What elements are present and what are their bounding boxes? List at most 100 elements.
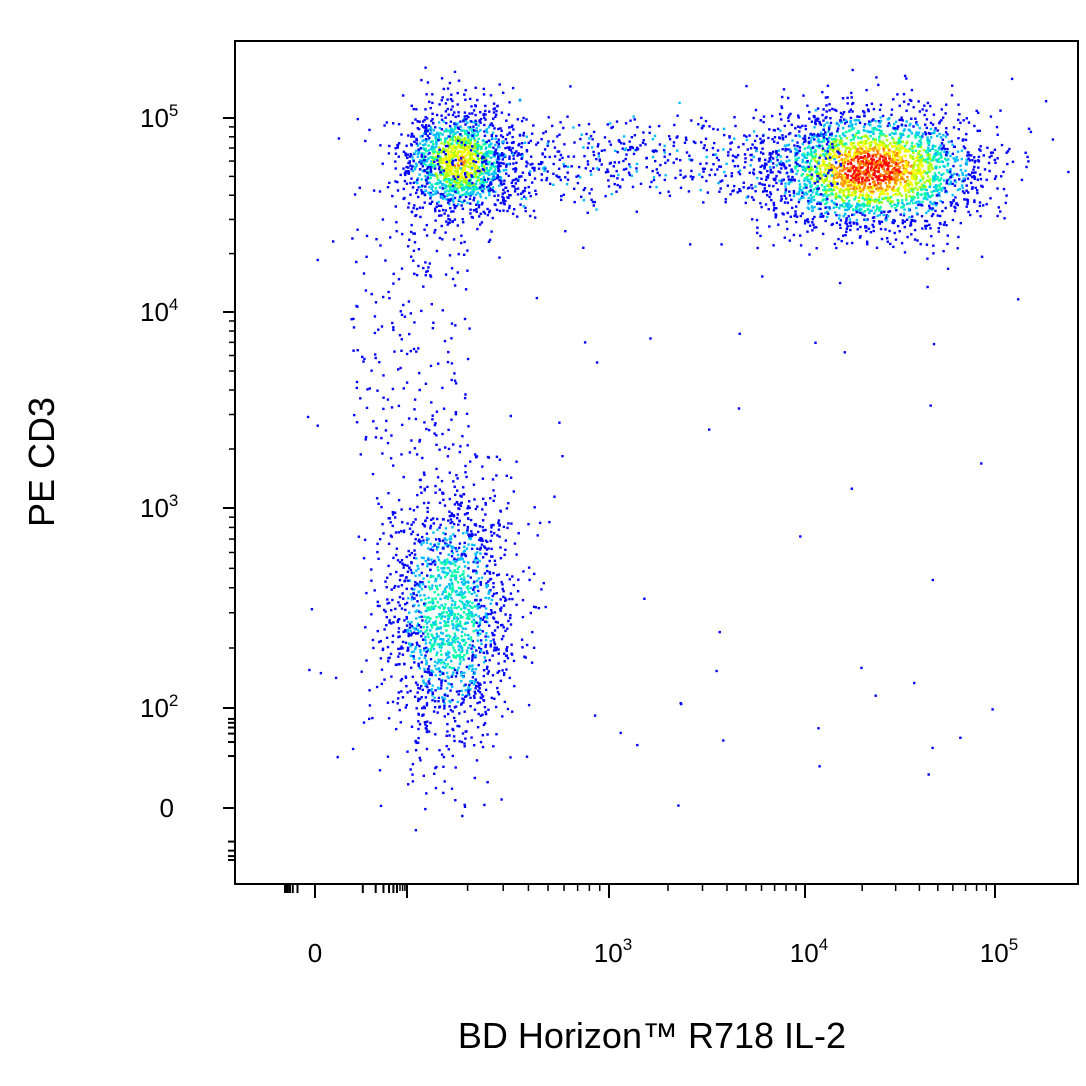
scatter-point — [758, 182, 761, 185]
scatter-point — [846, 102, 849, 105]
scatter-point — [986, 146, 989, 149]
scatter-point — [502, 162, 505, 165]
scatter-point — [449, 189, 452, 192]
scatter-point — [882, 149, 886, 152]
scatter-point — [771, 171, 774, 174]
scatter-point — [417, 195, 420, 199]
scatter-point — [872, 107, 876, 111]
scatter-point — [852, 221, 855, 224]
scatter-point — [845, 154, 848, 158]
scatter-point — [907, 103, 910, 106]
scatter-point — [894, 169, 898, 172]
scatter-point — [476, 152, 480, 156]
scatter-point — [885, 151, 888, 154]
scatter-point — [946, 169, 949, 172]
scatter-point — [455, 181, 459, 185]
scatter-point — [469, 187, 472, 190]
scatter-point — [496, 574, 499, 577]
scatter-point — [888, 153, 891, 156]
scatter-point — [826, 167, 830, 170]
scatter-point — [444, 110, 448, 113]
scatter-point — [976, 210, 979, 213]
scatter-point — [903, 171, 906, 174]
scatter-point — [901, 219, 904, 222]
scatter-point — [424, 66, 427, 69]
scatter-point — [502, 595, 505, 598]
scatter-point — [506, 196, 509, 199]
scatter-point — [456, 150, 459, 153]
scatter-point — [489, 643, 492, 646]
scatter-point — [456, 170, 459, 174]
scatter-point — [440, 653, 443, 656]
scatter-point — [449, 206, 452, 210]
scatter-point — [514, 170, 517, 173]
scatter-point — [500, 580, 503, 584]
scatter-point — [882, 147, 885, 150]
scatter-point — [437, 700, 440, 703]
scatter-point — [460, 703, 463, 706]
scatter-point — [450, 596, 453, 600]
scatter-point — [461, 557, 464, 561]
scatter-point — [451, 611, 454, 614]
scatter-point — [871, 119, 874, 122]
scatter-point — [418, 440, 421, 443]
scatter-point — [447, 553, 450, 556]
scatter-point — [457, 79, 461, 82]
scatter-point — [512, 167, 515, 171]
scatter-point — [444, 102, 448, 105]
scatter-point — [921, 171, 925, 174]
scatter-point — [858, 236, 862, 239]
scatter-point — [867, 123, 870, 126]
scatter-point — [816, 189, 819, 192]
scatter-point — [455, 628, 458, 631]
scatter-point — [773, 140, 776, 143]
scatter-point — [850, 91, 853, 95]
scatter-point — [454, 180, 457, 183]
scatter-point — [432, 143, 435, 146]
scatter-point — [464, 157, 467, 161]
scatter-point — [801, 142, 804, 146]
scatter-point — [849, 224, 852, 227]
scatter-point — [427, 537, 430, 541]
scatter-point — [866, 187, 869, 191]
scatter-point — [484, 109, 487, 113]
scatter-point — [792, 189, 796, 193]
scatter-point — [504, 613, 507, 616]
scatter-point — [412, 592, 415, 596]
scatter-point — [823, 123, 826, 126]
scatter-point — [503, 596, 507, 600]
scatter-point — [801, 124, 804, 128]
scatter-point — [460, 200, 463, 204]
scatter-point — [763, 187, 766, 190]
scatter-point — [439, 637, 442, 641]
scatter-point — [404, 603, 407, 606]
scatter-point — [503, 154, 507, 157]
scatter-point — [768, 195, 771, 199]
scatter-point — [475, 134, 478, 137]
scatter-point — [838, 188, 841, 192]
scatter-point — [368, 689, 371, 692]
scatter-point — [434, 733, 437, 736]
scatter-point — [924, 123, 927, 126]
scatter-point — [429, 156, 432, 159]
scatter-point — [496, 690, 500, 694]
scatter-point — [476, 505, 479, 508]
scatter-point — [798, 198, 801, 201]
scatter-point — [870, 209, 873, 212]
scatter-point — [905, 109, 908, 112]
scatter-point — [745, 84, 748, 88]
scatter-point — [446, 656, 449, 659]
scatter-point — [880, 129, 883, 133]
scatter-point — [866, 150, 869, 154]
scatter-point — [418, 168, 422, 171]
scatter-point — [512, 154, 515, 157]
scatter-point — [886, 169, 889, 172]
scatter-point — [927, 175, 930, 178]
scatter-point — [483, 158, 486, 161]
scatter-point — [457, 523, 460, 526]
scatter-point — [797, 192, 801, 196]
scatter-point — [380, 682, 383, 686]
scatter-point — [927, 146, 930, 149]
scatter-point — [441, 208, 445, 212]
scatter-point — [846, 157, 850, 160]
